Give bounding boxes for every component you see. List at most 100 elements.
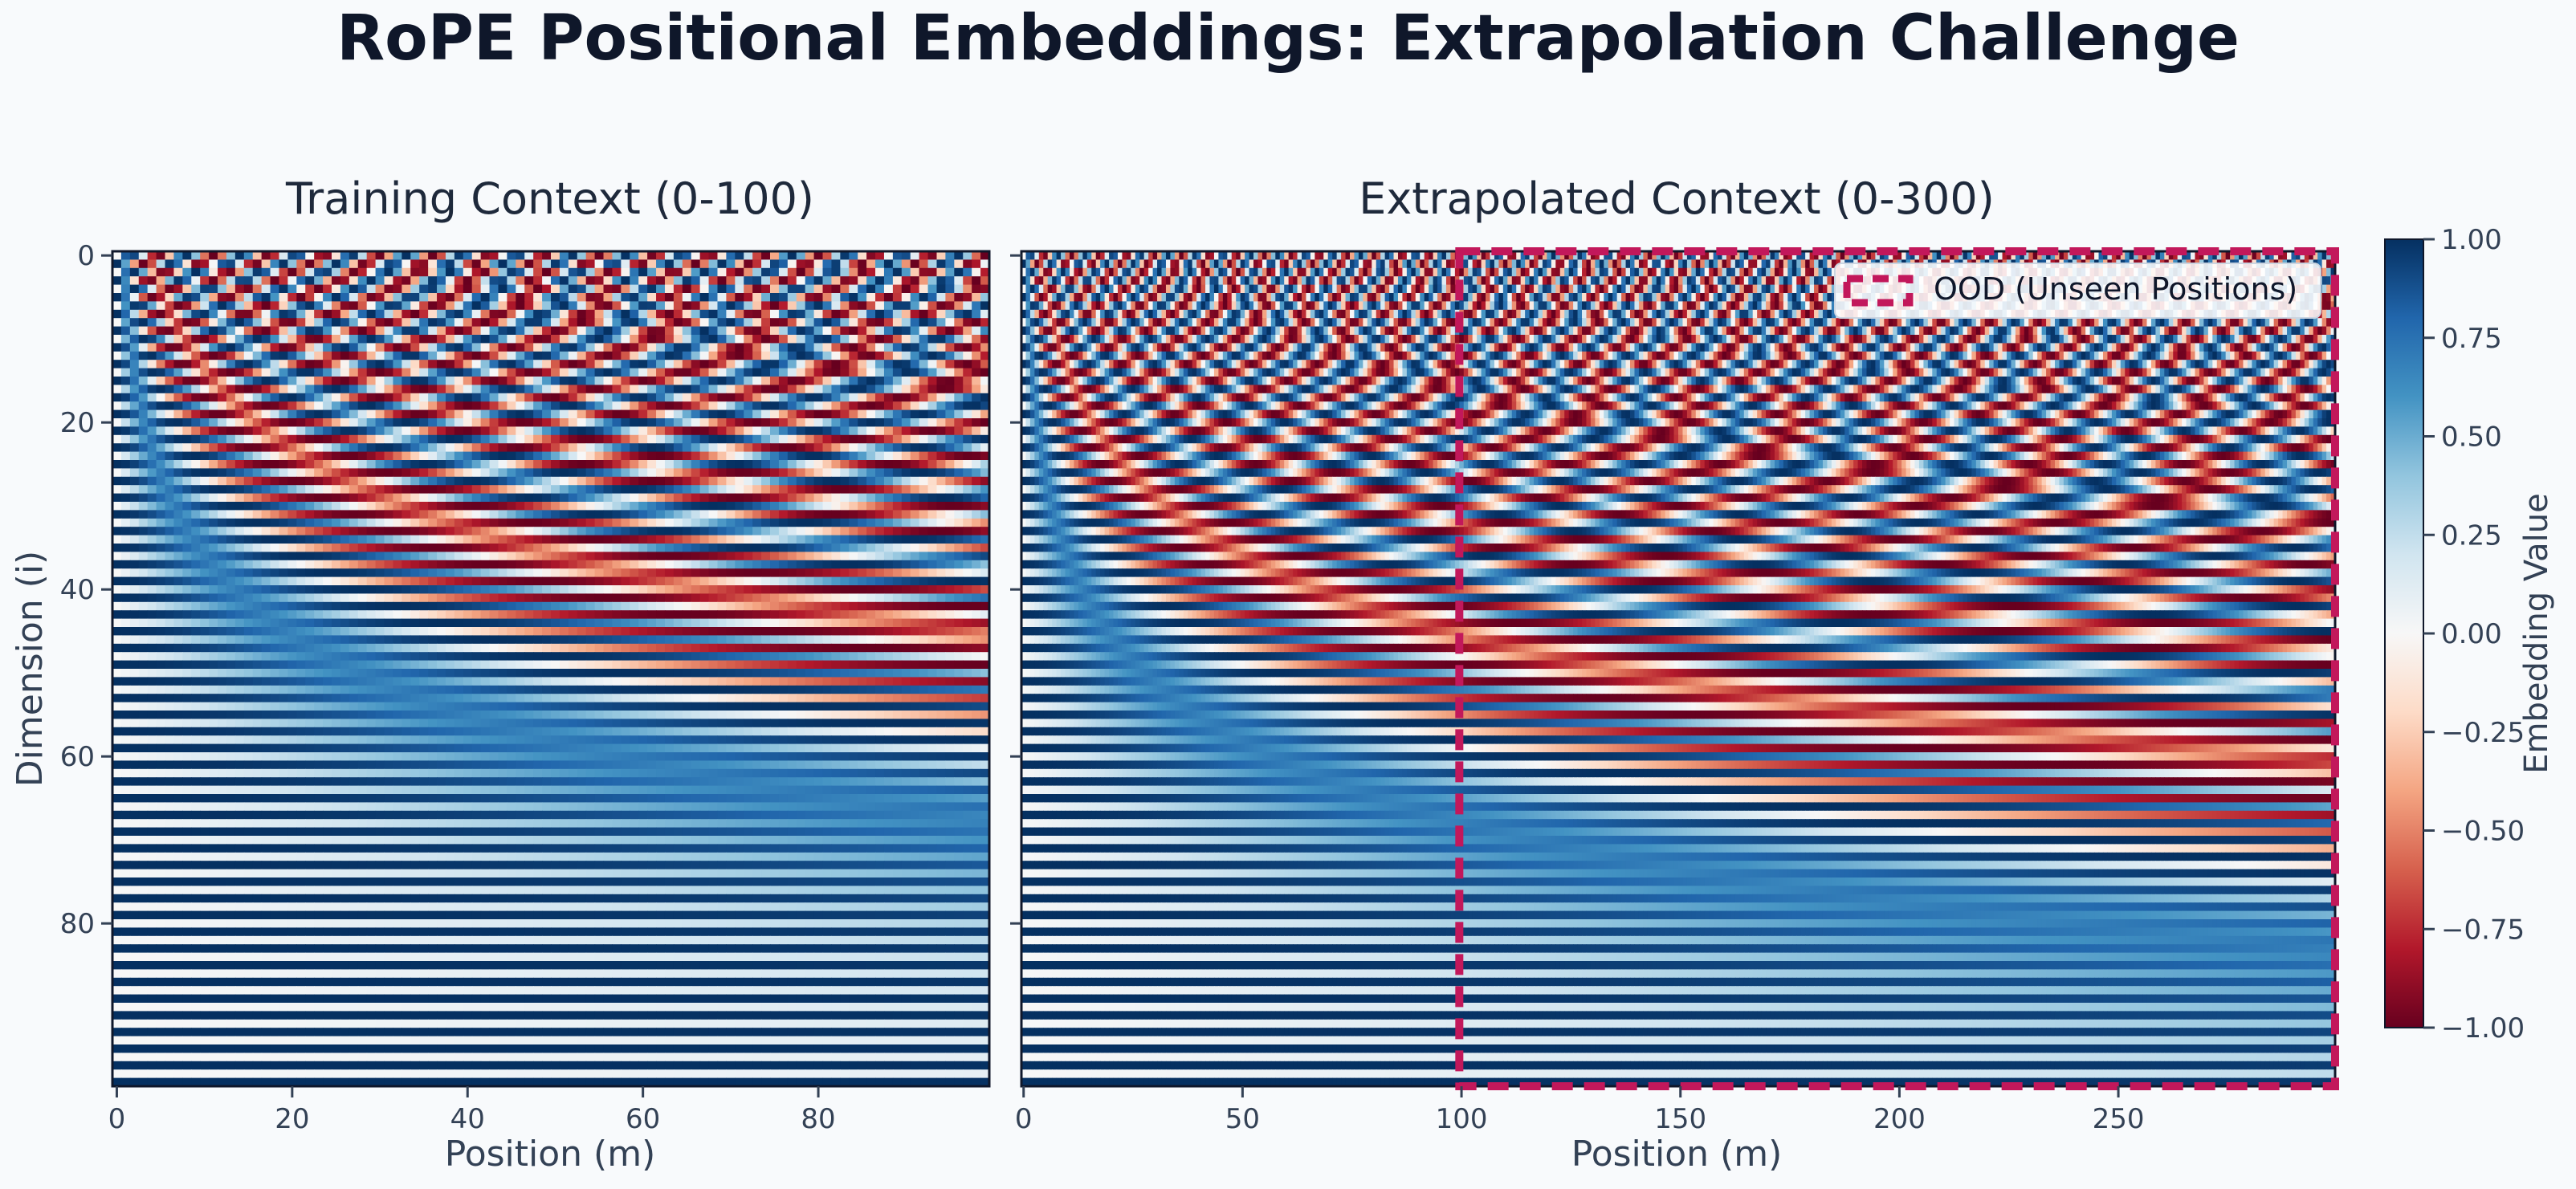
heatmap-cell bbox=[252, 284, 263, 294]
heatmap-cell bbox=[401, 476, 411, 486]
heatmap-cell bbox=[594, 385, 605, 394]
heatmap-cell bbox=[919, 601, 929, 611]
heatmap-cell bbox=[656, 385, 666, 394]
heatmap-cell bbox=[279, 652, 288, 662]
heatmap-cell bbox=[252, 568, 263, 578]
heatmap-cell bbox=[480, 393, 491, 402]
heatmap-cell bbox=[594, 377, 605, 385]
heatmap-cell bbox=[717, 318, 727, 328]
heatmap-cell bbox=[348, 293, 359, 302]
heatmap-cell bbox=[673, 485, 683, 495]
heatmap-cell bbox=[489, 434, 499, 444]
heatmap-cell bbox=[726, 560, 736, 569]
heatmap-cell bbox=[717, 560, 727, 569]
heatmap-cell bbox=[805, 601, 815, 611]
heatmap-cell bbox=[314, 585, 324, 594]
heatmap-cell bbox=[384, 627, 394, 636]
heatmap-cell bbox=[963, 409, 972, 419]
heatmap-cell bbox=[585, 318, 596, 328]
heatmap-cell bbox=[796, 635, 806, 645]
heatmap-cell bbox=[375, 510, 385, 519]
heatmap-cell bbox=[927, 610, 938, 620]
heatmap-cell bbox=[480, 434, 491, 444]
heatmap-cell bbox=[357, 393, 368, 402]
heatmap-cell bbox=[831, 568, 841, 578]
heatmap-cell bbox=[533, 351, 543, 360]
heatmap-cell bbox=[480, 360, 491, 369]
heatmap-cell bbox=[445, 293, 455, 302]
heatmap-cell bbox=[691, 251, 701, 260]
heatmap-cell bbox=[542, 326, 552, 336]
heatmap-cell bbox=[559, 293, 569, 302]
heatmap-cell bbox=[252, 377, 263, 385]
heatmap-cell bbox=[717, 601, 727, 611]
heatmap-cell bbox=[314, 476, 324, 486]
heatmap-cell bbox=[340, 660, 350, 670]
heatmap-cell bbox=[875, 351, 885, 360]
heatmap-cell bbox=[568, 576, 578, 586]
heatmap-cell bbox=[813, 502, 824, 511]
heatmap-cell bbox=[428, 368, 438, 377]
heatmap-cell bbox=[261, 527, 271, 536]
heatmap-cell bbox=[200, 593, 210, 603]
heatmap-cell bbox=[594, 652, 605, 662]
heatmap-cell bbox=[726, 377, 736, 385]
heatmap-cell bbox=[182, 635, 192, 645]
heatmap-cell bbox=[542, 535, 552, 544]
heatmap-cell bbox=[437, 527, 446, 536]
heatmap-cell bbox=[533, 284, 543, 294]
heatmap-cell bbox=[726, 393, 736, 402]
heatmap-cell bbox=[761, 544, 771, 552]
heatmap-cell bbox=[559, 643, 569, 653]
heatmap-cell bbox=[735, 284, 744, 294]
heatmap-cell bbox=[182, 652, 192, 662]
heatmap-cell bbox=[805, 368, 815, 377]
heatmap-cell bbox=[638, 610, 648, 620]
heatmap-cell bbox=[682, 385, 692, 394]
heatmap-cell bbox=[393, 518, 402, 527]
heatmap-cell bbox=[357, 568, 368, 578]
heatmap-cell bbox=[822, 544, 833, 552]
heatmap-cell bbox=[664, 560, 675, 569]
heatmap-cell bbox=[314, 318, 324, 328]
heatmap-cell bbox=[919, 251, 929, 260]
heatmap-cell bbox=[594, 627, 605, 636]
heatmap-cell bbox=[910, 535, 920, 544]
heatmap-cell bbox=[480, 343, 491, 352]
heatmap-cell bbox=[735, 293, 744, 302]
heatmap-cell bbox=[963, 552, 972, 561]
heatmap-cell bbox=[936, 377, 946, 385]
heatmap-cell bbox=[682, 267, 692, 277]
heatmap-cell bbox=[357, 560, 368, 569]
heatmap-cell bbox=[551, 593, 560, 603]
heatmap-cell bbox=[428, 535, 438, 544]
heatmap-cell bbox=[445, 576, 455, 586]
heatmap-cell bbox=[630, 293, 639, 302]
heatmap-cell bbox=[849, 377, 858, 385]
heatmap-cell bbox=[945, 401, 955, 411]
heatmap-cell bbox=[972, 251, 981, 260]
heatmap-cell bbox=[471, 267, 482, 277]
heatmap-cell bbox=[454, 618, 464, 628]
heatmap-cell bbox=[419, 301, 429, 311]
heatmap-cell bbox=[866, 451, 876, 461]
heatmap-cell bbox=[463, 568, 473, 578]
heatmap-cell bbox=[182, 601, 192, 611]
heatmap-cell bbox=[209, 393, 218, 402]
heatmap-cell bbox=[980, 493, 990, 503]
heatmap-cell bbox=[357, 368, 368, 377]
heatmap-cell bbox=[726, 593, 736, 603]
heatmap-cell bbox=[165, 635, 175, 645]
heatmap-cell bbox=[252, 276, 263, 286]
heatmap-cell bbox=[717, 476, 727, 486]
heatmap-cell bbox=[200, 476, 210, 486]
heatmap-cell bbox=[630, 460, 639, 469]
heatmap-cell bbox=[314, 502, 324, 511]
heatmap-cell bbox=[927, 635, 938, 645]
heatmap-cell bbox=[209, 368, 218, 377]
heatmap-cell bbox=[585, 368, 596, 377]
heatmap-cell bbox=[419, 610, 429, 620]
heatmap-cell bbox=[585, 518, 596, 527]
heatmap-cell bbox=[542, 309, 552, 319]
heatmap-cell bbox=[393, 251, 402, 260]
